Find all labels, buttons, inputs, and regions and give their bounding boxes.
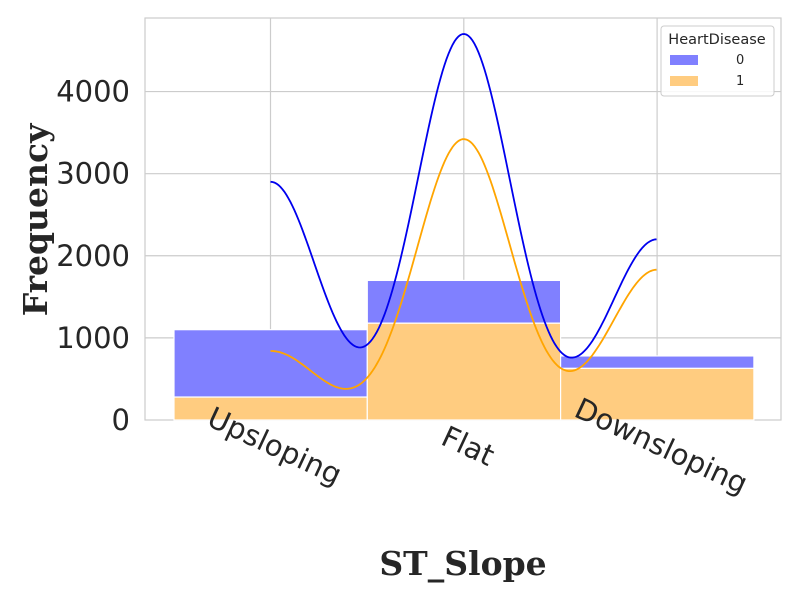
bar-downsloping-1 [559, 367, 755, 421]
legend-label-0: 0 [736, 53, 744, 68]
y-tick-label-4000: 4000 [56, 75, 130, 109]
kde-curves [270, 33, 657, 390]
y-tick-label-2000: 2000 [56, 239, 130, 273]
y-tick-label-0: 0 [112, 403, 130, 437]
bar-upsloping-0 [173, 329, 368, 398]
y-ticks: 0 1000 2000 3000 4000 [56, 75, 130, 437]
y-tick-label-3000: 3000 [56, 157, 130, 191]
bars [173, 279, 755, 421]
bar-downsloping-0 [559, 355, 755, 369]
x-tick-label-flat: Flat [436, 419, 499, 473]
legend: HeartDisease 0 1 [660, 25, 775, 97]
legend-swatch-1 [670, 76, 698, 86]
bar-flat-1 [366, 322, 562, 421]
bar-upsloping-1 [173, 396, 368, 421]
kde-curve-1 [270, 138, 657, 390]
y-axis-title: Frequency [16, 123, 55, 316]
x-axis-title: ST_Slope [379, 544, 546, 583]
y-tick-label-1000: 1000 [56, 321, 130, 355]
bar-flat-0 [366, 279, 562, 324]
legend-swatch-0 [670, 55, 698, 65]
legend-title: HeartDisease [668, 32, 765, 48]
kde-curve-0 [270, 33, 657, 359]
legend-label-1: 1 [736, 74, 744, 89]
